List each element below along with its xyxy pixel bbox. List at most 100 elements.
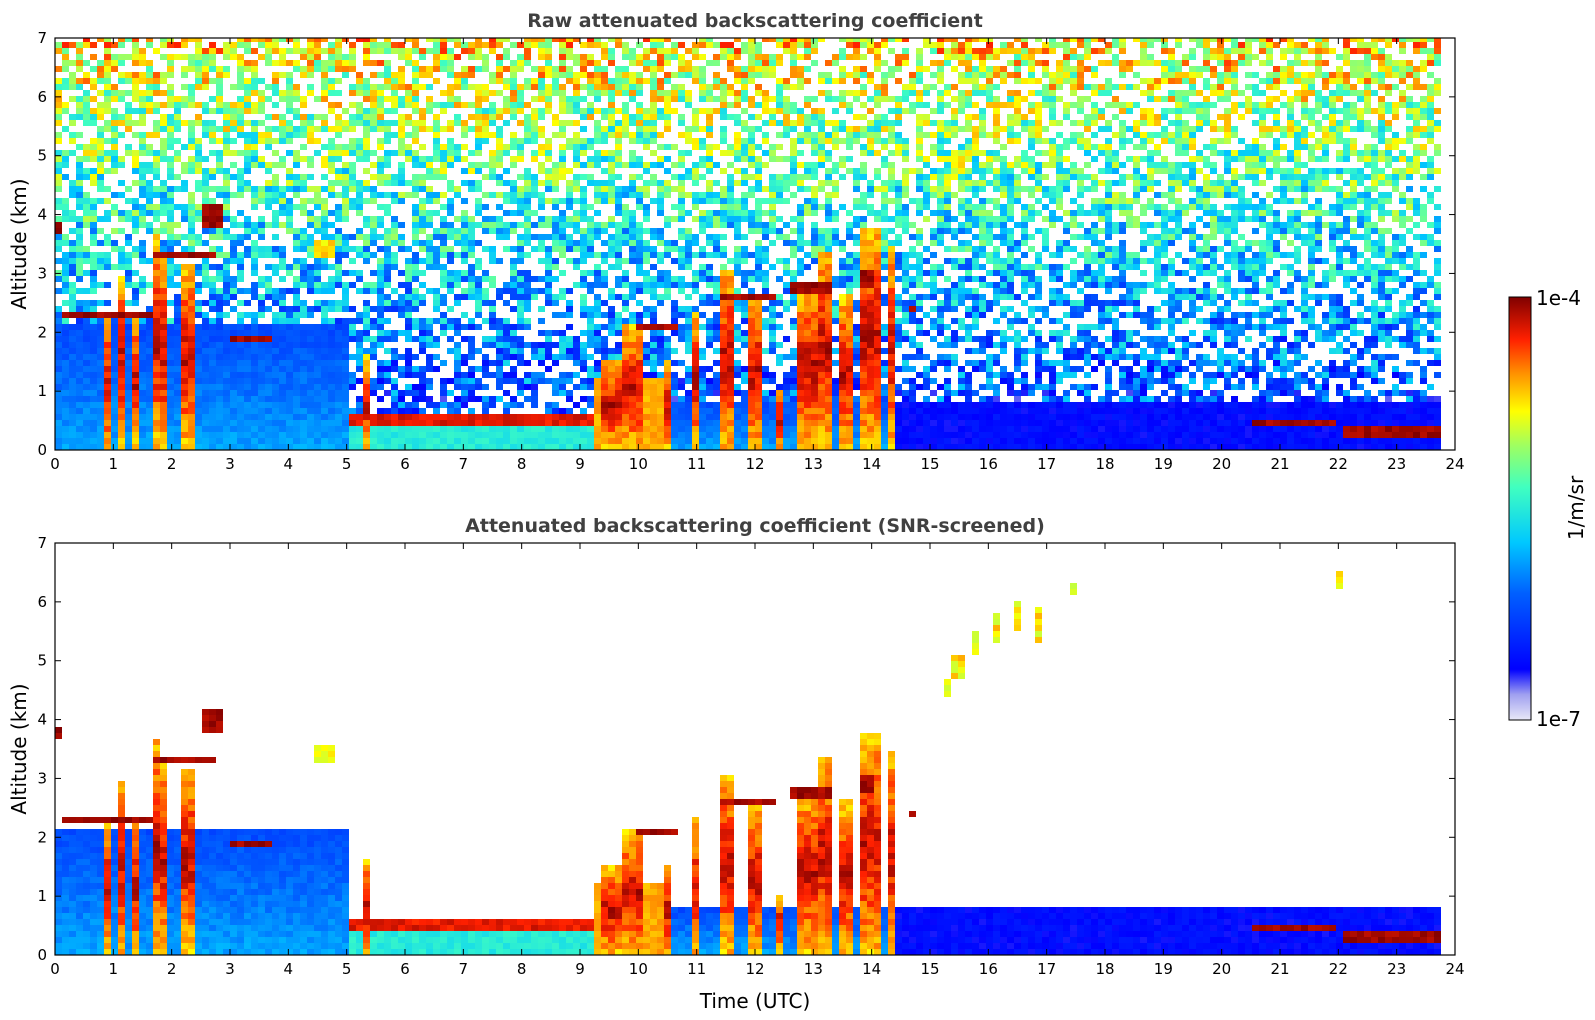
heatmap-cell [629,366,636,372]
heatmap-cell [314,204,321,210]
heatmap-cell [328,66,335,72]
heatmap-cell [279,132,286,138]
heatmap-cell [720,408,727,414]
heatmap-cell [293,432,300,438]
heatmap-cell [293,132,300,138]
heatmap-cell [489,222,496,228]
heatmap-cell [433,120,440,126]
heatmap-cell [174,186,181,192]
heatmap-cell [356,396,363,402]
heatmap-cell [412,240,419,246]
heatmap-cell [223,438,230,444]
heatmap-cell [426,38,433,42]
heatmap-cell [692,330,699,336]
heatmap-cell [706,150,713,156]
heatmap-cell [741,390,748,396]
heatmap-cell [188,336,195,342]
heatmap-cell [552,432,559,438]
heatmap-cell [174,396,181,402]
heatmap-cell [349,306,356,312]
heatmap-cell [468,72,475,78]
heatmap-cell [139,324,146,330]
heatmap-cell [363,372,370,378]
heatmap-cell [97,252,104,258]
heatmap-cell [482,300,489,306]
heatmap-cell [328,240,335,246]
heatmap-cell [139,426,146,432]
heatmap-cell [342,198,349,204]
heatmap-cell [118,366,125,372]
heatmap-cell [188,282,195,288]
heatmap-cell [286,390,293,396]
heatmap-cell [692,78,699,84]
heatmap-cell [573,432,580,438]
heatmap-cell [118,354,125,360]
heatmap-cell [181,438,188,444]
heatmap-cell [244,426,251,432]
heatmap-cell [90,264,97,270]
heatmap-cell [209,324,216,330]
heatmap-cell [412,306,419,312]
heatmap-cell [685,330,692,336]
heatmap-cell [545,348,552,354]
heatmap-cell [188,438,195,444]
heatmap-cell [545,336,552,342]
heatmap-cell [83,390,90,396]
heatmap-cell [692,384,699,390]
heatmap-cell [671,306,678,312]
heatmap-cell [664,282,671,288]
heatmap-cell [629,234,636,240]
heatmap-cell [692,240,699,246]
heatmap-cell [111,390,118,396]
heatmap-cell [174,42,181,48]
heatmap-cell [475,348,482,354]
heatmap-cell [622,66,629,72]
heatmap-cell [447,198,454,204]
heatmap-cell [83,198,90,204]
heatmap-cell [650,90,657,96]
heatmap-cell [160,318,167,324]
heatmap-cell [664,438,671,444]
heatmap-cell [55,168,62,174]
heatmap-cell [636,192,643,198]
heatmap-cell [482,132,489,138]
heatmap-cell [538,192,545,198]
heatmap-cell [524,276,531,282]
heatmap-cell [566,258,573,264]
heatmap-cell [237,222,244,228]
heatmap-cell [706,114,713,120]
heatmap-cell [153,330,160,336]
heatmap-cell [335,48,342,54]
heatmap-cell [405,306,412,312]
heatmap-cell [398,144,405,150]
heatmap-cell [601,72,608,78]
heatmap-cell [230,330,237,336]
heatmap-cell [545,168,552,174]
heatmap-cell [643,204,650,210]
heatmap-cell [55,414,62,420]
heatmap-cell [433,444,440,450]
heatmap-cell [699,108,706,114]
heatmap-cell [181,390,188,396]
heatmap-cell [76,438,83,444]
heatmap-cell [678,60,685,66]
heatmap-cell [223,102,230,108]
heatmap-cell [118,324,125,330]
heatmap-cell [76,84,83,90]
heatmap-cell [440,66,447,72]
heatmap-cell [412,192,419,198]
heatmap-cell [748,360,755,366]
heatmap-cell [433,138,440,144]
heatmap-cell [356,444,363,450]
heatmap-cell [419,48,426,54]
heatmap-cell [279,120,286,126]
heatmap-cell [237,396,244,402]
heatmap-cell [678,216,685,222]
heatmap-cell [636,42,643,48]
heatmap-cell [629,156,636,162]
heatmap-cell [391,192,398,198]
heatmap-cell [615,132,622,138]
heatmap-cell [419,282,426,288]
heatmap-cell [461,234,468,240]
heatmap-cell [531,438,538,444]
